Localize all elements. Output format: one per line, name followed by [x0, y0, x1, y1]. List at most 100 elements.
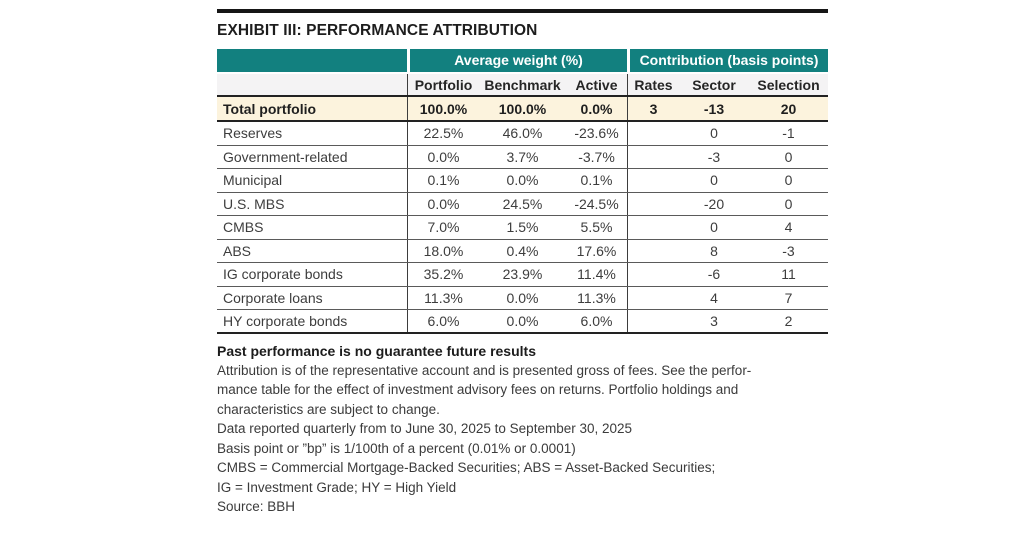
cell-benchmark: 0.0% [506, 172, 539, 189]
footnote-line: characteristics are subject to change. [217, 401, 440, 417]
disclaimer-text: Past performance is no guarantee future … [217, 342, 536, 359]
table-column-header-row: Portfolio Benchmark Active Rates Sector … [217, 74, 828, 97]
table-row: U.S. MBS 0.0% 24.5% -24.5% -20 0 [217, 192, 828, 216]
footnote-line: IG = Investment Grade; HY = High Yield [217, 479, 457, 495]
cell-benchmark: 46.0% [502, 125, 543, 142]
table-row: HY corporate bonds 6.0% 0.0% 6.0% 3 2 [217, 310, 828, 334]
cell-benchmark: 0.4% [506, 242, 539, 259]
table-group-header-row: Average weight (%) Contribution (basis p… [217, 49, 828, 72]
cell-selection: -3 [782, 242, 795, 259]
cell-sector: -20 [703, 195, 725, 212]
cell-sector: -13 [703, 100, 725, 117]
footnote-line: mance table for the effect of investment… [217, 382, 739, 397]
cell-rates [627, 122, 679, 145]
column-header-sector: Sector [692, 76, 736, 93]
cell-benchmark: 100.0% [498, 100, 547, 117]
column-header-empty [217, 74, 407, 95]
cell-sector: 0 [710, 125, 718, 142]
cell-active: -24.5% [574, 195, 619, 212]
cell-active: 17.6% [576, 242, 617, 259]
cell-active: 5.5% [580, 219, 613, 236]
cell-portfolio: 7.0% [407, 216, 479, 239]
table-row: Government-related 0.0% 3.7% -3.7% -3 0 [217, 145, 828, 169]
cell-rates [627, 286, 679, 309]
cell-active: 0.0% [580, 100, 613, 117]
cell-sector: -6 [707, 266, 721, 283]
cell-benchmark: 1.5% [506, 219, 539, 236]
cell-portfolio: 0.0% [407, 192, 479, 215]
table-row: Reserves 22.5% 46.0% -23.6% 0 -1 [217, 122, 828, 146]
cell-portfolio: 100.0% [407, 97, 479, 120]
table-row: Municipal 0.1% 0.0% 0.1% 0 0 [217, 169, 828, 193]
row-label: Municipal [223, 172, 283, 189]
cell-sector: 3 [710, 312, 718, 329]
footnote-line: Data reported quarterly from to June 30,… [217, 421, 633, 436]
cell-rates [627, 239, 679, 262]
cell-sector: 0 [710, 172, 718, 189]
cell-selection: 0 [784, 195, 793, 212]
column-header-portfolio: Portfolio [407, 74, 479, 95]
footnotes: Past performance is no guarantee future … [217, 341, 828, 517]
row-label: CMBS [223, 219, 264, 236]
column-header-selection: Selection [757, 76, 820, 93]
cell-portfolio: 18.0% [407, 239, 479, 262]
column-header-active: Active [575, 76, 618, 93]
row-label: Corporate loans [223, 289, 323, 306]
column-header-benchmark: Benchmark [484, 76, 561, 93]
cell-rates [627, 145, 679, 168]
cell-rates: 3 [627, 97, 679, 120]
cell-benchmark: 23.9% [502, 266, 543, 283]
cell-active: -3.7% [578, 148, 615, 165]
cell-benchmark: 24.5% [502, 195, 543, 212]
cell-selection: -1 [782, 125, 795, 142]
footnote-source: Source: BBH [217, 499, 296, 514]
cell-active: 6.0% [580, 312, 613, 329]
cell-selection: 4 [784, 219, 793, 236]
cell-selection: 11 [781, 266, 796, 283]
row-label: ABS [223, 242, 252, 259]
cell-sector: -3 [707, 148, 721, 165]
group-header-contribution: Contribution (basis points) [627, 49, 828, 72]
cell-active: -23.6% [574, 125, 619, 142]
table-row: IG corporate bonds 35.2% 23.9% 11.4% -6 … [217, 263, 828, 287]
cell-sector: 4 [710, 289, 718, 306]
table-total-row: Total portfolio 100.0% 100.0% 0.0% 3 -13… [217, 97, 828, 122]
cell-active: 0.1% [580, 172, 613, 189]
cell-portfolio: 11.3% [407, 286, 479, 309]
cell-portfolio: 0.1% [407, 169, 479, 192]
cell-selection: 20 [780, 100, 797, 117]
cell-rates [627, 216, 679, 239]
column-header-rates: Rates [627, 74, 679, 95]
cell-selection: 0 [784, 172, 793, 189]
attribution-table: Average weight (%) Contribution (basis p… [217, 49, 828, 334]
cell-benchmark: 0.0% [506, 312, 539, 329]
exhibit-block: EXHIBIT III: PERFORMANCE ATTRIBUTION Ave… [217, 0, 828, 517]
cell-sector: 0 [710, 219, 718, 236]
cell-benchmark: 0.0% [506, 289, 539, 306]
row-label: Government-related [223, 148, 348, 165]
cell-selection: 7 [784, 289, 793, 306]
cell-sector: 8 [710, 242, 718, 259]
cell-rates [627, 310, 679, 332]
cell-selection: 2 [784, 312, 793, 329]
table-corner-cell [217, 49, 407, 72]
group-header-average-weight: Average weight (%) [407, 49, 627, 72]
cell-portfolio: 35.2% [407, 263, 479, 286]
table-row: ABS 18.0% 0.4% 17.6% 8 -3 [217, 239, 828, 263]
cell-active: 11.4% [577, 266, 616, 283]
row-label: HY corporate bonds [223, 312, 348, 329]
row-label: U.S. MBS [223, 195, 285, 212]
cell-active: 11.3% [577, 289, 616, 306]
cell-selection: 0 [784, 148, 793, 165]
cell-portfolio: 0.0% [407, 145, 479, 168]
row-label: Reserves [223, 125, 283, 142]
footnote-line: CMBS = Commercial Mortgage-Backed Securi… [217, 460, 716, 475]
cell-portfolio: 22.5% [407, 122, 479, 145]
table-row: CMBS 7.0% 1.5% 5.5% 0 4 [217, 216, 828, 240]
cell-rates [627, 263, 679, 286]
exhibit-title: EXHIBIT III: PERFORMANCE ATTRIBUTION [217, 22, 538, 39]
cell-rates [627, 192, 679, 215]
cell-rates [627, 169, 679, 192]
row-label: Total portfolio [223, 100, 317, 117]
